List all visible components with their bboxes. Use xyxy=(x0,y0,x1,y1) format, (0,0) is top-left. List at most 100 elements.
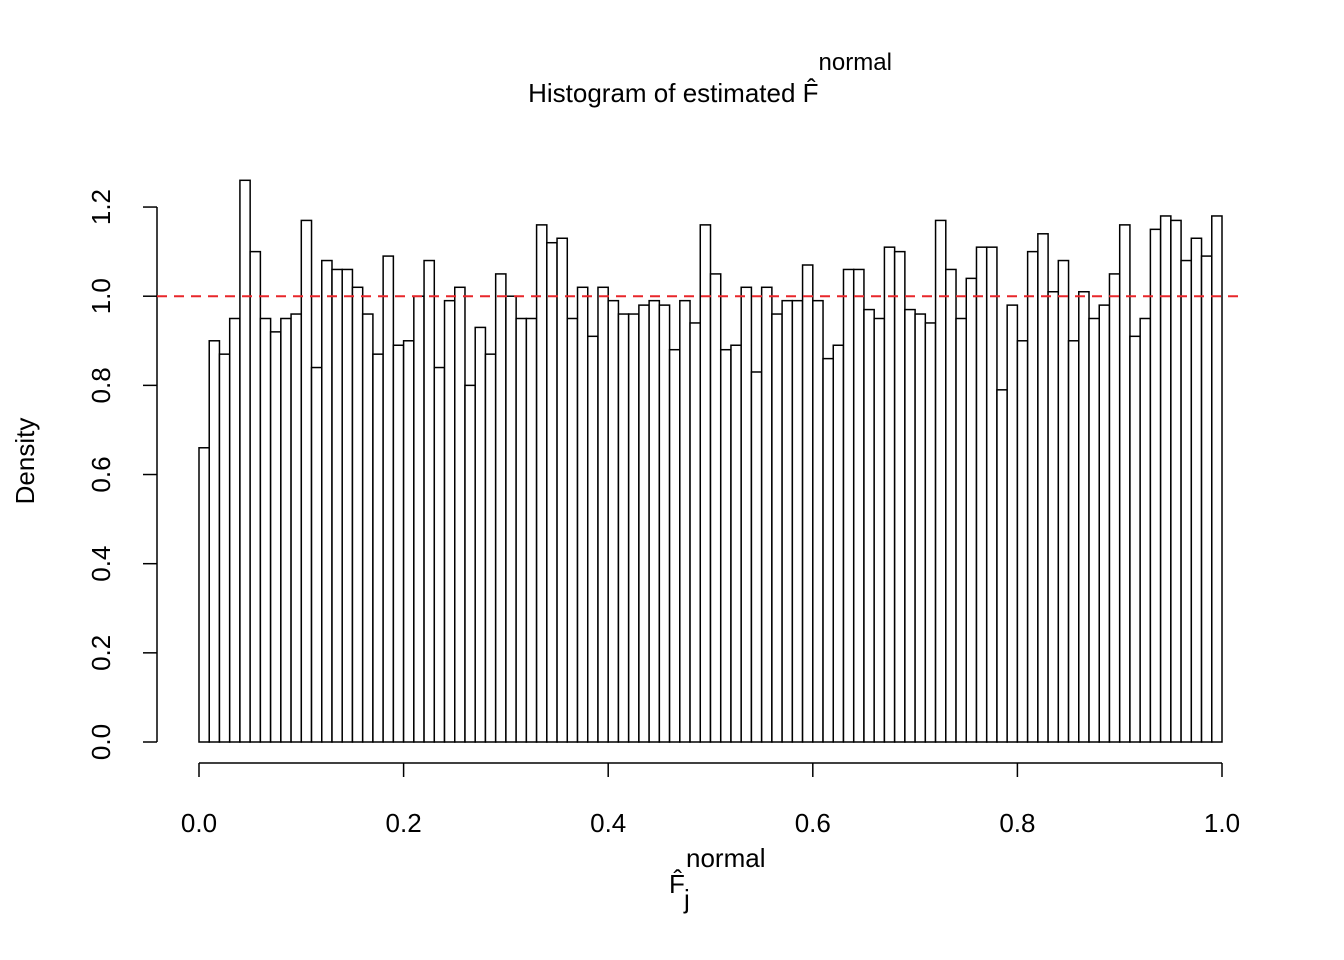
bar xyxy=(832,344,845,743)
x-tick-label: 0.2 xyxy=(386,808,422,838)
bar xyxy=(218,353,231,743)
bar xyxy=(934,219,947,743)
bar xyxy=(433,366,446,743)
bar xyxy=(893,250,906,743)
x-tick-label: 0.4 xyxy=(590,808,626,838)
bar xyxy=(863,308,875,743)
bar xyxy=(730,344,742,743)
bar xyxy=(1118,224,1131,743)
bar xyxy=(454,286,466,743)
title-superscript: normal xyxy=(819,49,892,76)
bar xyxy=(1098,304,1111,743)
bar xyxy=(945,268,957,743)
bar xyxy=(321,259,333,743)
bar xyxy=(1139,317,1152,743)
bar xyxy=(392,344,405,743)
bar xyxy=(576,286,589,743)
bar xyxy=(1057,259,1070,743)
bar xyxy=(1078,290,1090,743)
bar xyxy=(566,317,579,743)
bar xyxy=(280,317,292,743)
bar xyxy=(474,326,487,743)
bar xyxy=(484,353,497,743)
bar xyxy=(852,268,865,743)
bar xyxy=(801,264,814,743)
x-tick-label: 0.0 xyxy=(181,808,217,838)
bar xyxy=(996,389,1008,743)
bar xyxy=(760,286,773,743)
bar xyxy=(586,335,599,743)
bar xyxy=(269,331,282,743)
bar xyxy=(1006,304,1019,743)
x-tick-label: 0.8 xyxy=(999,808,1035,838)
bar xyxy=(955,317,968,743)
bar xyxy=(658,304,671,743)
x-tick-label: 1.0 xyxy=(1204,808,1240,838)
bar xyxy=(413,295,425,743)
y-tick-label: 1.0 xyxy=(86,278,116,314)
bar xyxy=(443,299,456,743)
title-text: Histogram of estimated xyxy=(528,78,795,108)
bar xyxy=(985,246,998,743)
bar xyxy=(597,286,609,743)
x-axis-label-superscript: normal xyxy=(686,843,765,873)
bar xyxy=(290,313,303,743)
bar xyxy=(402,340,415,743)
bar xyxy=(464,384,476,743)
bar xyxy=(351,286,364,743)
bar xyxy=(607,299,620,743)
bar xyxy=(341,268,354,743)
bar xyxy=(750,371,763,743)
bar xyxy=(904,308,916,743)
bar xyxy=(505,295,517,743)
chart-title: Histogram of estimated F̂normal xyxy=(528,49,892,108)
bar xyxy=(822,357,835,743)
bar xyxy=(535,224,548,743)
bar xyxy=(494,273,507,743)
bar xyxy=(914,313,927,743)
y-tick-label: 0.0 xyxy=(86,724,116,760)
bar xyxy=(1159,215,1172,743)
bar xyxy=(709,273,722,743)
bar xyxy=(1047,290,1060,743)
bar xyxy=(300,219,313,743)
bar xyxy=(515,317,528,743)
bar xyxy=(556,237,569,743)
bar xyxy=(648,299,661,743)
bar xyxy=(1129,335,1141,743)
bar xyxy=(1037,233,1049,743)
bar xyxy=(1211,215,1223,743)
bar xyxy=(740,286,753,743)
bar xyxy=(1016,340,1029,743)
bar xyxy=(1170,219,1182,743)
y-axis-label: Density xyxy=(10,418,40,505)
bar xyxy=(546,241,558,743)
bar xyxy=(372,353,384,743)
x-axis-label-subscript: j xyxy=(683,884,690,914)
bar xyxy=(331,268,343,743)
bar xyxy=(1180,259,1193,743)
bar xyxy=(679,299,691,743)
y-tick-label: 0.2 xyxy=(86,635,116,671)
bar xyxy=(842,268,855,743)
bar xyxy=(228,317,241,743)
bar xyxy=(873,317,886,743)
bar xyxy=(259,317,272,743)
y-tick-label: 0.6 xyxy=(86,456,116,492)
bar xyxy=(689,322,702,743)
bar xyxy=(361,313,374,743)
bar xyxy=(812,299,824,743)
bar xyxy=(1200,255,1213,743)
bar xyxy=(719,348,732,743)
bar xyxy=(771,313,783,743)
bar xyxy=(525,317,538,743)
bar xyxy=(883,246,896,743)
bar xyxy=(1067,340,1080,743)
bar xyxy=(1026,250,1039,743)
y-tick-label: 0.8 xyxy=(86,367,116,403)
bar xyxy=(627,313,640,743)
bar xyxy=(239,179,251,743)
bar xyxy=(781,299,794,743)
x-tick-label: 0.6 xyxy=(795,808,831,838)
